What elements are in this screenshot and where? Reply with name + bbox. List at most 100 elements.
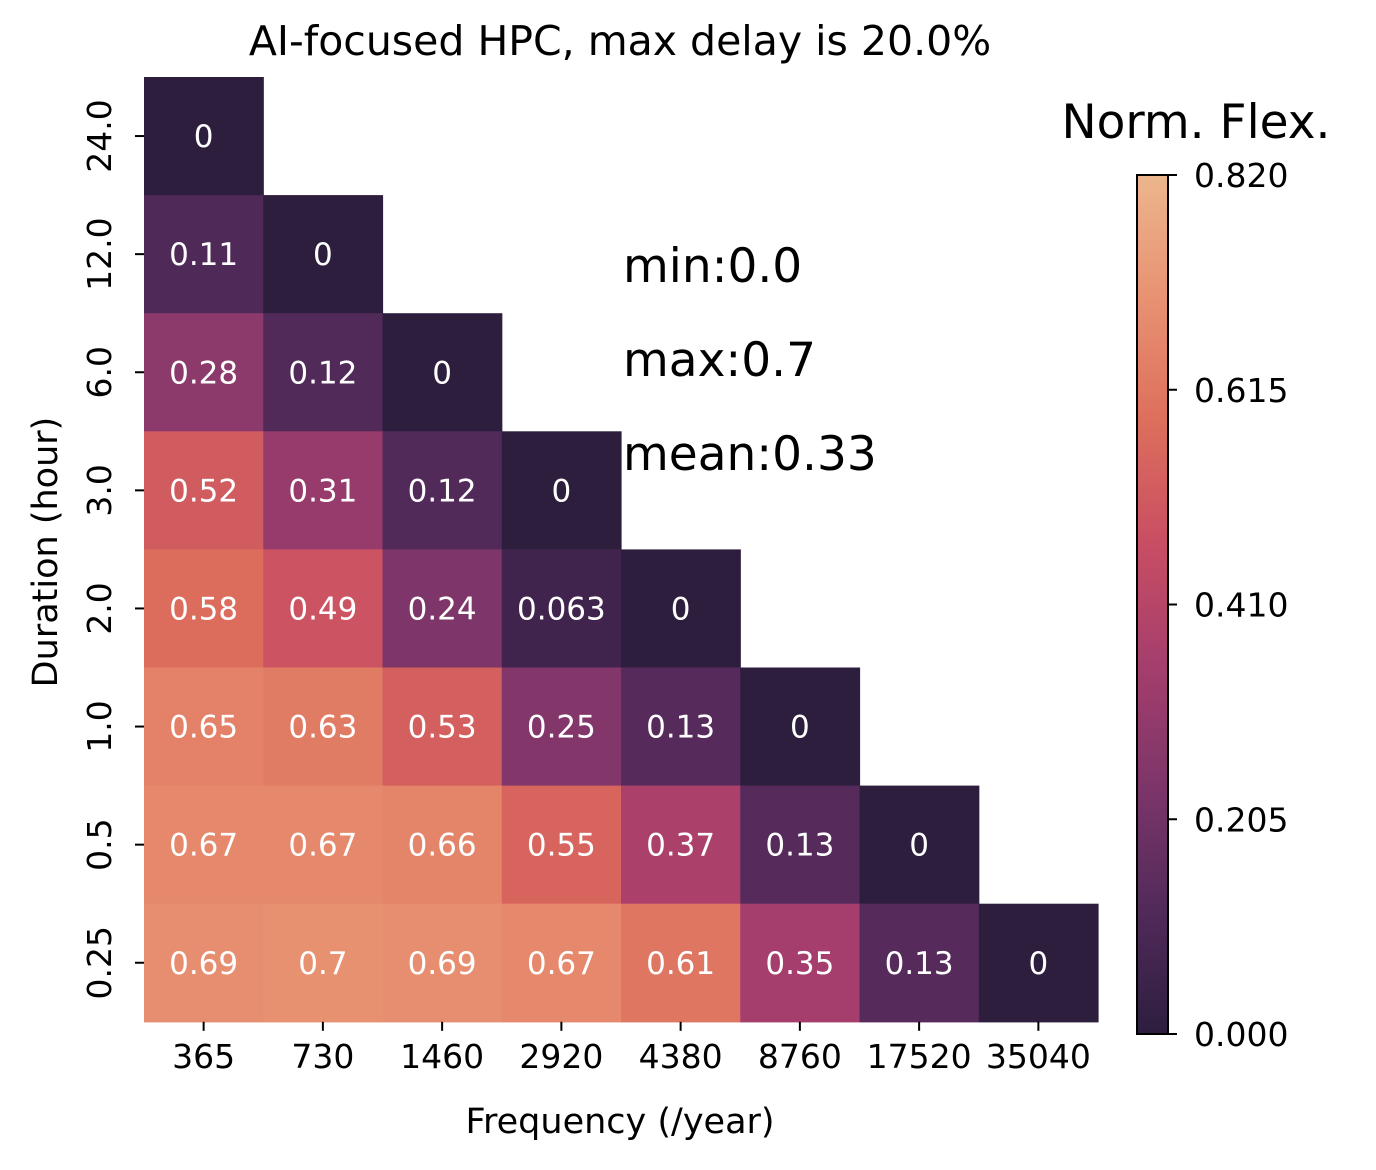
chart-title: AI-focused HPC, max delay is 20.0% bbox=[249, 17, 991, 65]
y-tick-label: 1.0 bbox=[80, 700, 119, 752]
cell-label: 0.063 bbox=[517, 591, 606, 627]
heatmap-cell bbox=[144, 431, 264, 550]
cell-label: 0 bbox=[671, 591, 691, 627]
heatmap-cell bbox=[382, 313, 503, 432]
cell-label: 0.69 bbox=[169, 946, 238, 982]
cell-label: 0.13 bbox=[765, 828, 834, 864]
cell-label: 0.13 bbox=[646, 710, 715, 746]
cell-label: 0.7 bbox=[298, 946, 347, 982]
heatmap-cell bbox=[144, 549, 264, 669]
heatmap-cell bbox=[859, 785, 980, 905]
cell-label: 0.31 bbox=[288, 473, 357, 509]
heatmap-cell bbox=[978, 903, 1099, 1023]
heatmap-cell bbox=[501, 431, 622, 550]
cell-label: 0.25 bbox=[527, 710, 596, 746]
heatmap-cell bbox=[859, 903, 980, 1023]
x-axis-label: Frequency (/year) bbox=[465, 1102, 774, 1142]
heatmap-cell bbox=[740, 903, 861, 1023]
y-tick-label: 0.5 bbox=[80, 818, 119, 870]
heatmap-cell bbox=[621, 549, 741, 669]
cell-label: 0.12 bbox=[288, 355, 357, 391]
cell-label: 0 bbox=[1029, 946, 1049, 982]
y-tick-label: 6.0 bbox=[80, 346, 119, 398]
cell-label: 0.11 bbox=[169, 237, 238, 273]
cell-label: 0.12 bbox=[408, 473, 477, 509]
heatmap-cell bbox=[382, 785, 503, 905]
heatmap-cell bbox=[501, 785, 622, 905]
colorbar-tick-label: 0.205 bbox=[1194, 800, 1288, 839]
cell-label: 0 bbox=[432, 355, 452, 391]
y-tick-label: 24.0 bbox=[80, 99, 119, 172]
heatmap-cell bbox=[144, 785, 264, 905]
y-tick-label: 2.0 bbox=[80, 582, 119, 634]
x-tick-label: 8760 bbox=[758, 1037, 842, 1076]
annotation-mean: mean:0.33 bbox=[623, 427, 877, 482]
x-tick-label: 35040 bbox=[986, 1037, 1091, 1076]
colorbar-tick-label: 0.615 bbox=[1194, 371, 1288, 410]
x-tick-label: 365 bbox=[172, 1037, 235, 1076]
heatmap-cell bbox=[621, 667, 741, 787]
heatmap-cell bbox=[144, 77, 264, 196]
y-axis-ticks: 24.0 12.0 6.0 3.0 2.0 1.0 0.5 0.25 bbox=[80, 99, 144, 999]
x-tick-label: 17520 bbox=[867, 1037, 972, 1076]
heatmap-cell bbox=[382, 903, 503, 1023]
y-tick-label: 0.25 bbox=[80, 926, 119, 999]
heatmap-cell bbox=[740, 667, 861, 787]
cell-label: 0.53 bbox=[408, 710, 477, 746]
cell-label: 0.67 bbox=[288, 828, 357, 864]
cell-label: 0.35 bbox=[765, 946, 834, 982]
heatmap-cell bbox=[382, 549, 503, 669]
cell-label: 0 bbox=[909, 828, 929, 864]
heatmap-cell bbox=[263, 903, 384, 1023]
cell-label: 0.58 bbox=[169, 591, 238, 627]
cell-label: 0.66 bbox=[408, 828, 477, 864]
heatmap-cell bbox=[263, 549, 384, 669]
x-tick-label: 730 bbox=[291, 1037, 354, 1076]
cell-label: 0.13 bbox=[885, 946, 954, 982]
colorbar-tick-label: 0.820 bbox=[1194, 156, 1288, 195]
heatmap-cell bbox=[501, 667, 622, 787]
cell-label: 0.49 bbox=[288, 591, 357, 627]
heatmap-cell bbox=[263, 667, 384, 787]
cell-label: 0.28 bbox=[169, 355, 238, 391]
cell-label: 0.63 bbox=[288, 710, 357, 746]
x-tick-label: 2920 bbox=[519, 1037, 603, 1076]
cell-label: 0 bbox=[790, 710, 810, 746]
heatmap-cell bbox=[263, 785, 384, 905]
cell-label: 0.55 bbox=[527, 828, 596, 864]
cell-label: 0.65 bbox=[169, 710, 238, 746]
x-tick-label: 1460 bbox=[400, 1037, 484, 1076]
heatmap-cell bbox=[621, 903, 741, 1023]
heatmap-cell bbox=[621, 785, 741, 905]
colorbar-tick-label: 0.410 bbox=[1194, 586, 1288, 625]
heatmap-cell bbox=[144, 903, 264, 1023]
y-tick-label: 12.0 bbox=[80, 217, 119, 290]
cell-label: 0.61 bbox=[646, 946, 715, 982]
colorbar-tick-label: 0.000 bbox=[1194, 1015, 1288, 1054]
cell-label: 0.37 bbox=[646, 828, 715, 864]
cell-label: 0 bbox=[194, 119, 214, 155]
cell-label: 0.52 bbox=[169, 473, 238, 509]
heatmap-cells bbox=[144, 77, 1099, 1023]
heatmap-cell bbox=[144, 195, 264, 314]
heatmap-cell bbox=[263, 195, 384, 314]
cell-label: 0.69 bbox=[408, 946, 477, 982]
heatmap-cell bbox=[501, 903, 622, 1023]
x-axis-ticks: 365 730 1460 2920 4380 8760 17520 35040 bbox=[172, 1021, 1091, 1076]
y-axis-label: Duration (hour) bbox=[26, 417, 66, 688]
x-tick-label: 4380 bbox=[639, 1037, 723, 1076]
colorbar-ticks: 0.000 0.205 0.410 0.615 0.820 bbox=[1168, 156, 1288, 1054]
heatmap-cell bbox=[740, 785, 861, 905]
heatmap-cell bbox=[263, 313, 384, 432]
heatmap-cell bbox=[144, 667, 264, 787]
colorbar-title: Norm. Flex. bbox=[1061, 95, 1330, 150]
annotation-min: min:0.0 bbox=[623, 239, 802, 294]
cell-label: 0.24 bbox=[408, 591, 477, 627]
cell-label: 0 bbox=[313, 237, 333, 273]
heatmap-cell bbox=[144, 313, 264, 432]
y-tick-label: 3.0 bbox=[80, 464, 119, 516]
cell-label: 0.67 bbox=[169, 828, 238, 864]
heatmap-cell bbox=[382, 431, 503, 550]
cell-label: 0.67 bbox=[527, 946, 596, 982]
